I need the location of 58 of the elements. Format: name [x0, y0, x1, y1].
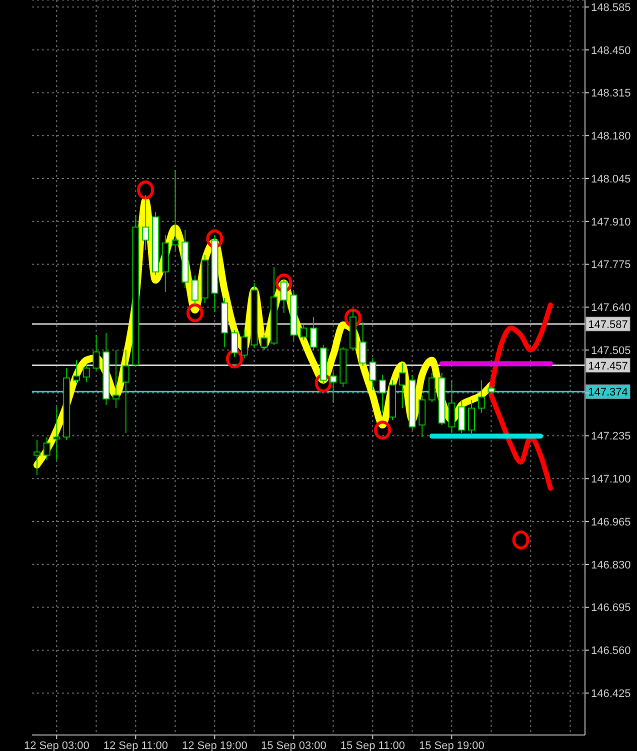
- point: [186, 303, 204, 322]
- candlestick: [73, 360, 80, 384]
- y-tick-label: 146.830: [591, 559, 631, 572]
- candlestick: [280, 280, 288, 314]
- point: [512, 530, 530, 550]
- y-tick-label: 146.560: [591, 645, 631, 658]
- candlestick: [43, 436, 50, 460]
- candlestick: [359, 322, 366, 366]
- candlestick: [122, 350, 130, 434]
- candlestick: [448, 380, 456, 434]
- y-tick-label: 148.180: [591, 130, 631, 143]
- y-tick-label: 148.585: [591, 2, 631, 14]
- candlestick: [478, 380, 485, 414]
- y-tick-label: 148.450: [591, 44, 631, 57]
- candlestick: [300, 324, 308, 341]
- candlestick: [53, 406, 60, 460]
- candlestick: [92, 334, 100, 371]
- x-tick-label: 12 Sep 03:00: [24, 740, 90, 751]
- candlestick: [310, 316, 317, 351]
- candlestick: [231, 330, 238, 358]
- candlestick: [428, 372, 436, 403]
- candlestick: [379, 374, 386, 414]
- candlestick: [260, 334, 268, 351]
- x-tick-label: 12 Sep 11:00: [103, 740, 168, 751]
- candlestick: [330, 371, 337, 404]
- candlestick: [142, 194, 150, 250]
- y-tick-label: 147.100: [591, 474, 631, 486]
- y-tick-label: 147.235: [591, 430, 631, 443]
- x-tick-label: 15 Sep 11:00: [340, 740, 406, 751]
- y-tick-label: 147.505: [591, 344, 631, 357]
- ref-line-label: 147.457: [588, 360, 628, 372]
- x-tick-label: 12 Sep 19:00: [182, 740, 248, 751]
- ref-line-label: 147.587: [588, 318, 628, 331]
- y-tick-label: 148.315: [591, 88, 631, 100]
- ref-line-label: 147.374: [588, 386, 628, 399]
- candlestick: [34, 439, 40, 476]
- candlestick: [192, 274, 198, 306]
- candlestick: [240, 330, 248, 358]
- candlestick: [172, 169, 179, 250]
- y-tick-label: 146.695: [591, 602, 631, 614]
- point: [137, 180, 154, 200]
- point: [275, 274, 292, 293]
- y-tick-label: 146.965: [591, 516, 631, 528]
- point: [226, 349, 243, 368]
- candlestick: [82, 364, 90, 383]
- y-tick-label: 146.425: [591, 688, 631, 700]
- y-tick-label: 147.775: [591, 259, 631, 272]
- candlestick: [468, 399, 475, 436]
- y-tick-label: 147.640: [591, 302, 631, 314]
- candlestick: [369, 357, 376, 391]
- candlestick: [112, 350, 120, 409]
- candlestick: [398, 362, 406, 409]
- x-tick-label: 15 Sep 03:00: [260, 740, 326, 751]
- x-tick-label: 15 Sep 19:00: [418, 740, 484, 751]
- point: [374, 420, 392, 440]
- y-tick-label: 147.910: [591, 216, 631, 228]
- candlestick: [458, 399, 466, 434]
- y-tick-label: 148.045: [591, 173, 631, 186]
